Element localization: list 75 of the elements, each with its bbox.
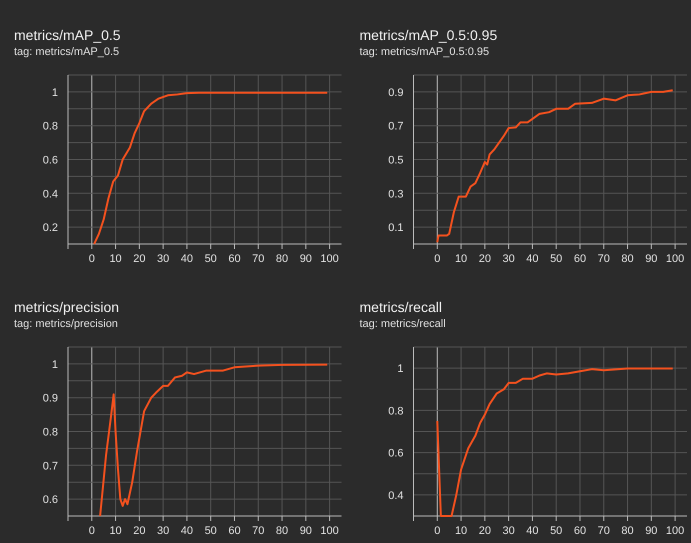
x-tick-label: 20 xyxy=(133,525,146,537)
y-tick-label: 0.8 xyxy=(42,120,58,133)
x-tick-label: 40 xyxy=(526,253,539,265)
line-series xyxy=(99,364,328,517)
x-tick-label: 10 xyxy=(109,525,122,537)
x-tick-label: 20 xyxy=(133,253,146,265)
y-tick-label: 0.2 xyxy=(42,222,58,234)
x-tick-label: 90 xyxy=(645,525,658,537)
chart-title: metrics/mAP_0.5 xyxy=(14,27,121,43)
x-tick-label: 0 xyxy=(88,525,95,537)
y-tick-label: 1 xyxy=(52,86,58,99)
y-tick-label: 0.8 xyxy=(388,405,404,418)
x-tick-label: 100 xyxy=(320,253,339,265)
y-tick-label: 0.5 xyxy=(388,154,404,166)
chart-subtitle: tag: metrics/mAP_0.5 xyxy=(14,46,120,58)
x-tick-label: 80 xyxy=(621,525,634,537)
y-tick-label: 0.4 xyxy=(42,188,58,200)
x-tick-label: 10 xyxy=(109,253,122,265)
y-tick-label: 0.7 xyxy=(388,120,404,133)
x-tick-label: 20 xyxy=(478,253,491,265)
chart-subtitle: tag: metrics/recall xyxy=(360,318,446,330)
y-tick-label: 0.3 xyxy=(388,188,404,200)
x-tick-label: 50 xyxy=(550,525,562,537)
x-tick-label: 80 xyxy=(276,253,288,265)
x-tick-label: 40 xyxy=(526,525,539,537)
y-tick-label: 0.9 xyxy=(388,86,404,99)
y-tick-label: 0.7 xyxy=(42,460,58,472)
x-tick-label: 70 xyxy=(252,253,264,265)
line-series xyxy=(436,368,674,517)
x-tick-label: 70 xyxy=(598,525,610,537)
x-tick-label: 50 xyxy=(550,253,562,265)
x-tick-label: 0 xyxy=(434,525,440,537)
x-tick-label: 70 xyxy=(252,525,264,537)
y-tick-label: 0.4 xyxy=(388,490,404,502)
y-tick-label: 1 xyxy=(52,358,58,371)
x-tick-label: 30 xyxy=(157,525,170,537)
y-tick-label: 0.1 xyxy=(388,222,404,234)
x-tick-label: 0 xyxy=(88,253,95,265)
x-tick-label: 40 xyxy=(180,253,194,265)
x-tick-label: 70 xyxy=(598,253,610,265)
x-tick-label: 30 xyxy=(502,525,515,537)
chart-subtitle: tag: metrics/precision xyxy=(14,318,118,330)
y-tick-label: 0.8 xyxy=(42,426,58,438)
x-tick-label: 60 xyxy=(574,525,586,537)
y-tick-label: 0.6 xyxy=(388,448,404,460)
x-tick-label: 100 xyxy=(666,253,684,265)
chart-title: metrics/precision xyxy=(14,299,120,315)
x-tick-label: 50 xyxy=(204,253,217,265)
y-tick-label: 1 xyxy=(397,363,404,376)
x-tick-label: 90 xyxy=(300,253,312,265)
chart-title: metrics/recall xyxy=(360,299,442,315)
x-tick-label: 10 xyxy=(454,253,468,265)
x-tick-label: 30 xyxy=(157,253,170,265)
y-tick-label: 0.9 xyxy=(42,392,58,405)
line-series xyxy=(93,92,328,245)
x-tick-label: 80 xyxy=(276,525,288,537)
x-tick-label: 100 xyxy=(320,525,339,537)
chart-subtitle: tag: metrics/mAP_0.5:0.95 xyxy=(360,46,490,58)
x-tick-label: 30 xyxy=(502,253,515,265)
x-tick-label: 100 xyxy=(666,525,684,537)
x-tick-label: 90 xyxy=(300,525,312,537)
x-tick-label: 40 xyxy=(180,525,194,537)
x-tick-label: 60 xyxy=(228,525,241,537)
x-tick-label: 60 xyxy=(574,253,586,265)
x-tick-label: 10 xyxy=(454,525,468,537)
x-tick-label: 80 xyxy=(621,253,634,265)
x-tick-label: 20 xyxy=(478,525,491,537)
line-series xyxy=(436,89,674,244)
x-tick-label: 0 xyxy=(434,253,440,265)
y-tick-label: 0.6 xyxy=(42,154,58,166)
chart-title: metrics/mAP_0.5:0.95 xyxy=(360,27,498,43)
y-tick-label: 0.6 xyxy=(42,494,58,506)
x-tick-label: 60 xyxy=(228,253,241,265)
x-tick-label: 90 xyxy=(645,253,658,265)
x-tick-label: 50 xyxy=(204,525,217,537)
